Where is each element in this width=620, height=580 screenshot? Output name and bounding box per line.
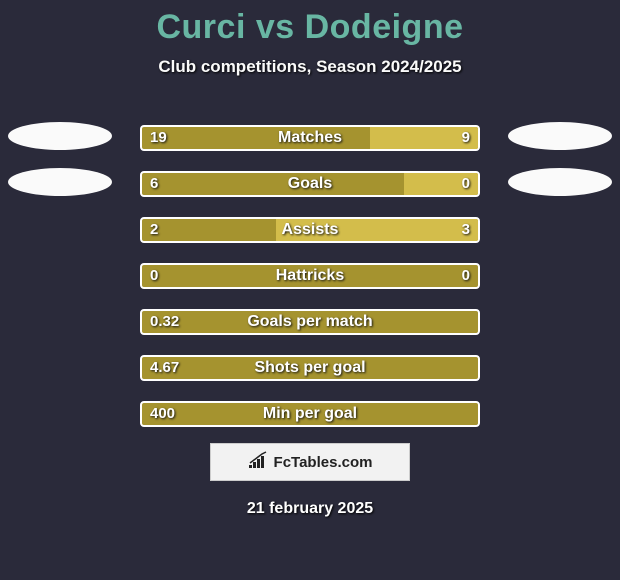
bar-right-fill: [404, 173, 478, 195]
stat-row: Assists23: [0, 207, 620, 253]
brand-icon: [248, 451, 270, 474]
bar-track: [140, 401, 480, 427]
bar-right-fill: [276, 219, 478, 241]
stat-row: Hattricks00: [0, 253, 620, 299]
bar-track: [140, 217, 480, 243]
page-title: Curci vs Dodeigne: [0, 0, 620, 47]
bar-track: [140, 309, 480, 335]
right-team-ellipse: [508, 168, 612, 196]
stats-container: Matches199Goals60Assists23Hattricks00Goa…: [0, 115, 620, 437]
stat-row: Shots per goal4.67: [0, 345, 620, 391]
stat-row: Goals per match0.32: [0, 299, 620, 345]
bar-track: [140, 355, 480, 381]
left-team-ellipse: [8, 122, 112, 150]
bar-track: [140, 171, 480, 197]
bar-right-fill: [370, 127, 478, 149]
subtitle: Club competitions, Season 2024/2025: [0, 57, 620, 77]
brand-text: FcTables.com: [274, 454, 373, 471]
bar-track: [140, 263, 480, 289]
bar-track: [140, 125, 480, 151]
left-team-ellipse: [8, 168, 112, 196]
date-text: 21 february 2025: [0, 500, 620, 518]
right-team-ellipse: [508, 122, 612, 150]
brand-box: FcTables.com: [210, 443, 410, 481]
stat-row: Min per goal400: [0, 391, 620, 437]
